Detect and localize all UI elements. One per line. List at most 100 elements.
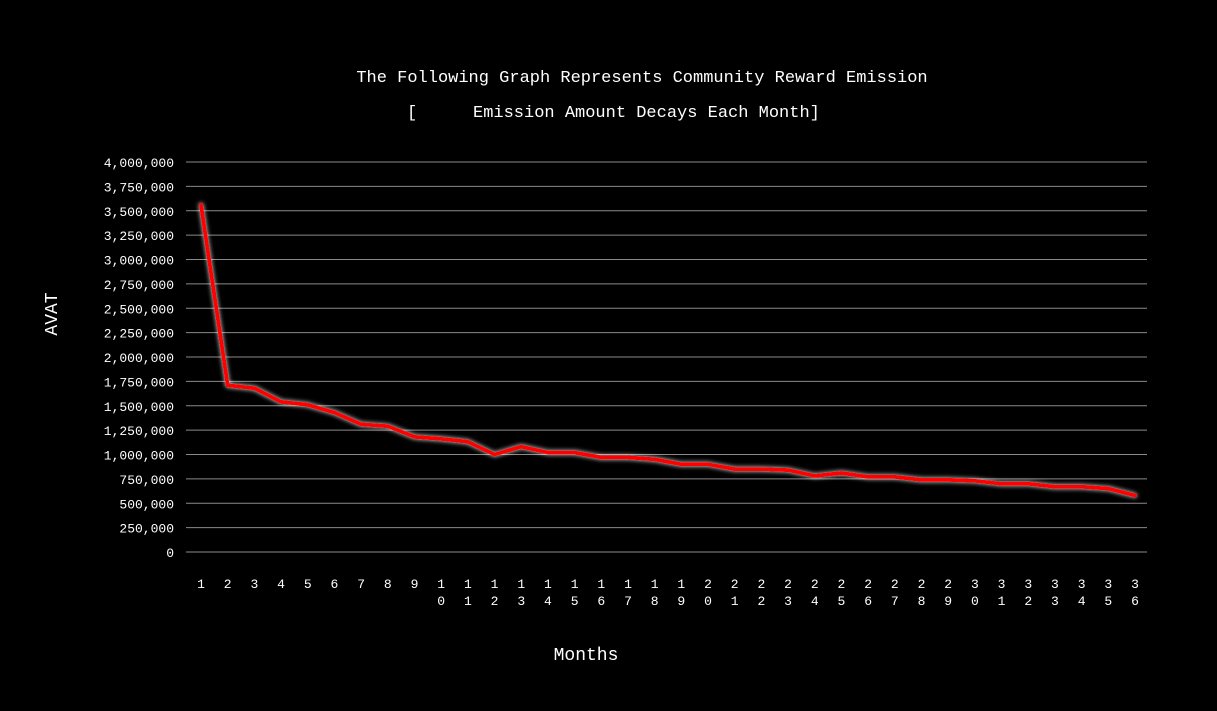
data-point xyxy=(1080,485,1084,489)
data-point xyxy=(439,437,443,441)
data-point xyxy=(546,451,550,455)
data-point xyxy=(306,403,310,407)
y-tick-label: 2,250,000 xyxy=(104,327,174,342)
data-point xyxy=(1053,485,1057,489)
y-tick-label: 2,000,000 xyxy=(104,351,174,366)
x-tick-label: 9 xyxy=(411,577,419,592)
y-tick-label: 1,750,000 xyxy=(104,375,174,390)
y-axis-label: AVAT xyxy=(43,292,63,335)
data-point xyxy=(706,462,710,466)
data-point xyxy=(359,422,363,426)
x-axis-label: Months xyxy=(554,646,619,666)
y-tick-label: 250,000 xyxy=(119,522,174,537)
y-tick-label: 3,500,000 xyxy=(104,205,174,220)
x-tick-label: 7 xyxy=(357,577,365,592)
data-point xyxy=(466,440,470,444)
data-point xyxy=(733,467,737,471)
data-point xyxy=(199,203,203,207)
x-tick-label: 4 xyxy=(277,577,285,592)
data-point xyxy=(573,451,577,455)
series-line xyxy=(199,202,1137,498)
x-tick-label: 1 xyxy=(197,577,205,592)
data-points xyxy=(199,203,1137,497)
x-tick-labels: 1 2 3 4 5 6 7 8 9 1 01 11 21 31 41 51 61 71 81 92 02 12 22 32 42… xyxy=(197,577,1139,609)
y-tick-label: 4,000,000 xyxy=(104,156,174,171)
y-tick-label: 3,250,000 xyxy=(104,229,174,244)
data-point xyxy=(599,455,603,459)
y-tick-label: 1,000,000 xyxy=(104,449,174,464)
data-point xyxy=(813,474,817,478)
x-tick-label: 2 xyxy=(224,577,232,592)
data-point xyxy=(1133,493,1137,497)
data-point xyxy=(893,475,897,479)
legend-label: Emission Amount Decays Each Month] xyxy=(473,104,820,123)
y-tick-label: 0 xyxy=(166,546,174,561)
y-tick-label: 3,750,000 xyxy=(104,180,174,195)
chart-title: The Following Graph Represents Community… xyxy=(356,69,927,88)
data-point xyxy=(1106,487,1110,491)
data-point xyxy=(1000,482,1004,486)
y-tick-label: 1,250,000 xyxy=(104,424,174,439)
data-point xyxy=(759,467,763,471)
data-point xyxy=(493,453,497,456)
data-point xyxy=(332,411,336,415)
data-point xyxy=(679,462,683,466)
data-point xyxy=(839,471,843,475)
legend: [ Emission Amount Decays Each Month] xyxy=(407,104,820,123)
data-point xyxy=(973,479,977,483)
legend-series-name: Emission Amount Decays Each Month xyxy=(473,104,810,123)
y-tick-labels: 0 250,000 500,000 750,000 1,000,000 1,250,000… xyxy=(104,156,174,561)
y-tick-label: 2,750,000 xyxy=(104,278,174,293)
data-point xyxy=(386,424,390,428)
y-tick-label: 3,000,000 xyxy=(104,254,174,269)
x-tick-label: 8 xyxy=(384,577,392,592)
y-tick-label: 2,500,000 xyxy=(104,302,174,317)
x-tick-label: 6 xyxy=(331,577,339,592)
x-tick-label: 5 xyxy=(304,577,312,592)
data-point xyxy=(252,386,256,390)
data-point xyxy=(626,455,630,459)
y-tick-label: 1,500,000 xyxy=(104,400,174,415)
y-tick-label: 750,000 xyxy=(119,473,174,488)
legend-close-bracket: ] xyxy=(810,104,820,123)
legend-open-bracket: [ xyxy=(407,104,417,123)
series-lines xyxy=(199,202,1137,498)
data-point xyxy=(920,478,924,482)
data-point xyxy=(653,457,657,461)
data-point xyxy=(1026,482,1030,486)
data-point xyxy=(519,445,523,449)
data-point xyxy=(866,475,870,479)
gridlines xyxy=(186,161,1147,553)
x-tick-label: 3 xyxy=(250,577,258,592)
data-point xyxy=(412,435,416,439)
y-tick-label: 500,000 xyxy=(119,497,174,512)
data-point xyxy=(226,383,230,387)
data-point xyxy=(786,468,790,472)
